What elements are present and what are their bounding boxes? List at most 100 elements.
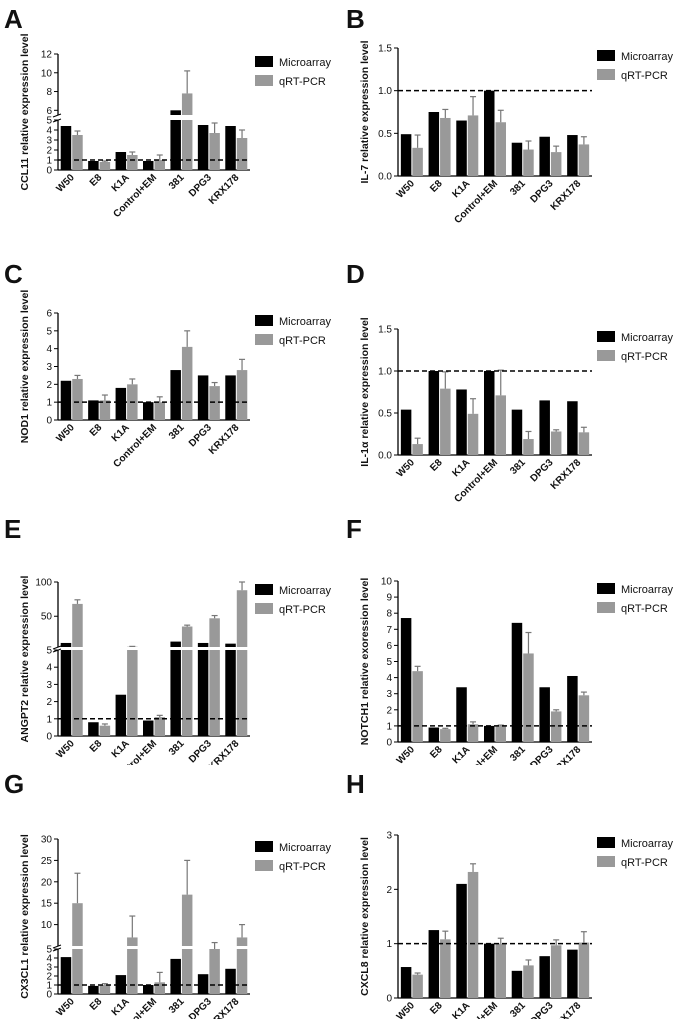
bar (456, 389, 467, 455)
x-tick-label: K1A (110, 738, 132, 760)
bar (550, 711, 562, 742)
x-tick-label: KRX178 (549, 178, 584, 213)
x-tick-label: 381 (508, 1000, 528, 1019)
panel-e: E ANGPT2 relative expression level 0 1 2 3 4 5 5… (4, 514, 331, 765)
bar (550, 152, 562, 176)
panel-letter: E (4, 514, 21, 544)
x-tick-label: W50 (395, 457, 418, 480)
bar (154, 982, 165, 994)
legend-label: Microarray (621, 584, 673, 596)
y-tick-label: 0 (46, 732, 52, 743)
bar (154, 402, 165, 420)
bar (60, 126, 72, 170)
legend-label: qRT-PCR (621, 603, 668, 615)
legend-label: Microarray (279, 585, 331, 597)
x-tick-label: 381 (167, 422, 187, 442)
bar (236, 650, 248, 736)
x-tick-label: W50 (55, 738, 78, 761)
x-tick-label: W50 (55, 172, 78, 195)
legend-label: qRT-PCR (279, 604, 326, 616)
x-tick-label: K1A (450, 178, 472, 200)
bar (467, 871, 479, 998)
axis-break-mark (52, 944, 62, 949)
y-tick-label: 5 (386, 657, 392, 668)
bar (578, 695, 590, 742)
bar (127, 155, 138, 170)
bar (236, 138, 248, 170)
bar (578, 144, 590, 176)
bar (550, 945, 562, 998)
y-tick-label: 1.0 (378, 367, 392, 378)
bar (72, 949, 83, 994)
bar (143, 161, 154, 170)
y-tick-label: 1 (46, 398, 52, 409)
bar (440, 939, 451, 998)
bar (99, 985, 111, 994)
y-axis-label: NOD1 relative expression level (19, 290, 31, 444)
bar (197, 125, 209, 170)
bar (72, 378, 83, 420)
panel-f: F NOTCH1 relative exoression level 0 1 2 3 4 5 6… (346, 514, 673, 765)
bar (60, 642, 72, 647)
bar (72, 603, 83, 647)
bar (60, 957, 72, 994)
x-tick-label: 381 (167, 172, 187, 192)
y-tick-label: 3 (46, 362, 52, 373)
x-tick-label: E8 (428, 457, 445, 474)
legend-swatch (255, 315, 273, 326)
bar (412, 671, 423, 742)
bar (440, 117, 451, 176)
bar (523, 439, 534, 455)
y-tick-label: 3 (46, 136, 52, 147)
bar (567, 401, 578, 455)
y-tick-label: 1 (386, 939, 392, 950)
y-tick-label: 5 (46, 326, 52, 337)
bar (127, 937, 138, 946)
y-tick-label: 1 (386, 721, 392, 732)
bar (428, 371, 440, 455)
x-tick-label: KRX178 (207, 172, 242, 207)
legend-label: qRT-PCR (279, 76, 326, 88)
bar (99, 400, 111, 420)
axis-break-mark (52, 113, 62, 118)
y-tick-label: 3 (46, 680, 52, 691)
y-tick-label: 5 (46, 945, 52, 956)
axis-break-mark (52, 645, 62, 650)
y-tick-label: 2 (46, 697, 52, 708)
bar (511, 622, 523, 742)
legend-label: Microarray (621, 332, 673, 344)
y-tick-label: 2 (46, 972, 52, 983)
y-tick-label: 2 (386, 705, 392, 716)
y-tick-label: 30 (41, 835, 53, 846)
legend-label: Microarray (279, 842, 331, 854)
y-tick-label: 3 (386, 831, 392, 842)
y-tick-label: 0 (46, 166, 52, 177)
bar (181, 894, 193, 946)
legend-swatch (255, 860, 273, 871)
bar (539, 400, 550, 455)
legend-swatch (597, 331, 615, 342)
x-tick-label: E8 (428, 1000, 445, 1017)
y-tick-label: 1.5 (378, 325, 392, 336)
panel-letter: C (4, 259, 23, 289)
panel-letter: G (4, 769, 24, 799)
y-tick-label: 0 (386, 994, 392, 1005)
x-tick-label: W50 (395, 178, 418, 201)
legend-label: qRT-PCR (621, 857, 668, 869)
bar (236, 590, 248, 647)
bar (209, 133, 220, 170)
y-tick-label: 0 (386, 738, 392, 749)
bar (578, 432, 590, 455)
bar (72, 650, 83, 736)
bar (181, 626, 193, 647)
x-tick-label: DPG3 (187, 996, 214, 1019)
legend-label: qRT-PCR (279, 861, 326, 873)
bar (467, 115, 479, 176)
bar (127, 650, 138, 736)
x-tick-label: K1A (110, 172, 132, 194)
x-tick-label: 381 (508, 744, 528, 764)
bar (209, 949, 220, 994)
y-tick-label: 1 (46, 981, 52, 992)
x-tick-label: KRX178 (549, 744, 584, 765)
x-tick-label: E8 (88, 996, 105, 1013)
